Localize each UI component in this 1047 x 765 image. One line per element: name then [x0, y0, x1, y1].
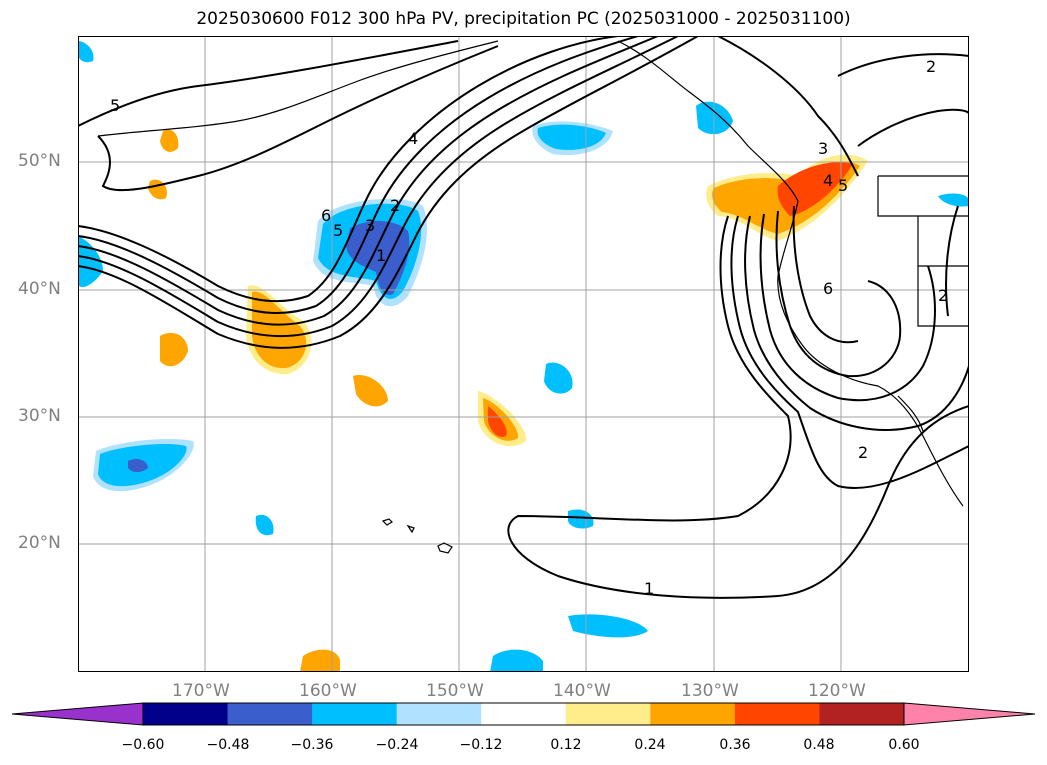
lon-label-140w: 140°W	[553, 681, 611, 701]
contour-labels: 5 4 6 5 3 2 1 3 4 5 6 2 2 1 2	[110, 57, 948, 598]
coastlines	[97, 40, 969, 554]
contour-label: 6	[321, 206, 331, 225]
precip-shading	[78, 41, 969, 672]
colorbar-segment	[734, 703, 820, 725]
colorbar-segment	[312, 703, 398, 725]
colorbar-tick: 0.48	[803, 737, 835, 753]
colorbar-extend-high	[903, 702, 1036, 726]
colorbar-extend-low	[11, 702, 144, 726]
colorbar-segment	[650, 703, 736, 725]
colorbar-tick: −0.36	[290, 737, 334, 753]
lat-label-30n: 30°N	[18, 406, 61, 426]
contour-label: 2	[938, 286, 948, 305]
colorbar-segment	[396, 703, 482, 725]
contour-label: 2	[858, 443, 868, 462]
lat-label-40n: 40°N	[18, 279, 61, 299]
contour-label: 1	[376, 246, 386, 265]
colorbar-tick: 0.60	[888, 737, 920, 753]
colorbar-tick: 0.36	[719, 737, 751, 753]
contour-label: 5	[333, 221, 343, 240]
lon-label-130w: 130°W	[681, 681, 739, 701]
lat-label-20n: 20°N	[18, 533, 61, 553]
map-panel: 5 4 6 5 3 2 1 3 4 5 6 2 2 1 2	[78, 36, 969, 672]
contour-label: 4	[823, 171, 833, 190]
colorbar-tick: 0.24	[634, 737, 666, 753]
graticule	[78, 36, 969, 672]
contour-label: 5	[838, 176, 848, 195]
lon-label-120w: 120°W	[808, 681, 866, 701]
map-title: 2025030600 F012 300 hPa PV, precipitatio…	[196, 9, 851, 29]
colorbar-tick: −0.60	[121, 737, 165, 753]
colorbar-segment	[819, 703, 905, 725]
contour-label: 2	[926, 57, 936, 76]
contour-label: 3	[365, 216, 375, 235]
lon-label-160w: 160°W	[299, 681, 357, 701]
lat-label-50n: 50°N	[18, 151, 61, 171]
lon-label-150w: 150°W	[426, 681, 484, 701]
colorbar-tick: −0.24	[375, 737, 419, 753]
colorbar-tick: −0.48	[206, 737, 250, 753]
colorbar-segment	[565, 703, 651, 725]
contour-label: 3	[818, 139, 828, 158]
colorbar-segment	[227, 703, 313, 725]
contour-label: 2	[390, 196, 400, 215]
colorbar-tick: −0.12	[459, 737, 503, 753]
colorbar-segments	[11, 702, 1036, 726]
contour-label: 5	[110, 96, 120, 115]
colorbar-segment	[143, 703, 229, 725]
contour-label: 1	[644, 579, 654, 598]
colorbar-segment	[481, 703, 567, 725]
pv-contours	[78, 36, 969, 599]
contour-label: 4	[408, 129, 418, 148]
colorbar	[11, 702, 1036, 726]
colorbar-tick: 0.12	[550, 737, 582, 753]
lon-label-170w: 170°W	[172, 681, 230, 701]
contour-label: 6	[823, 279, 833, 298]
